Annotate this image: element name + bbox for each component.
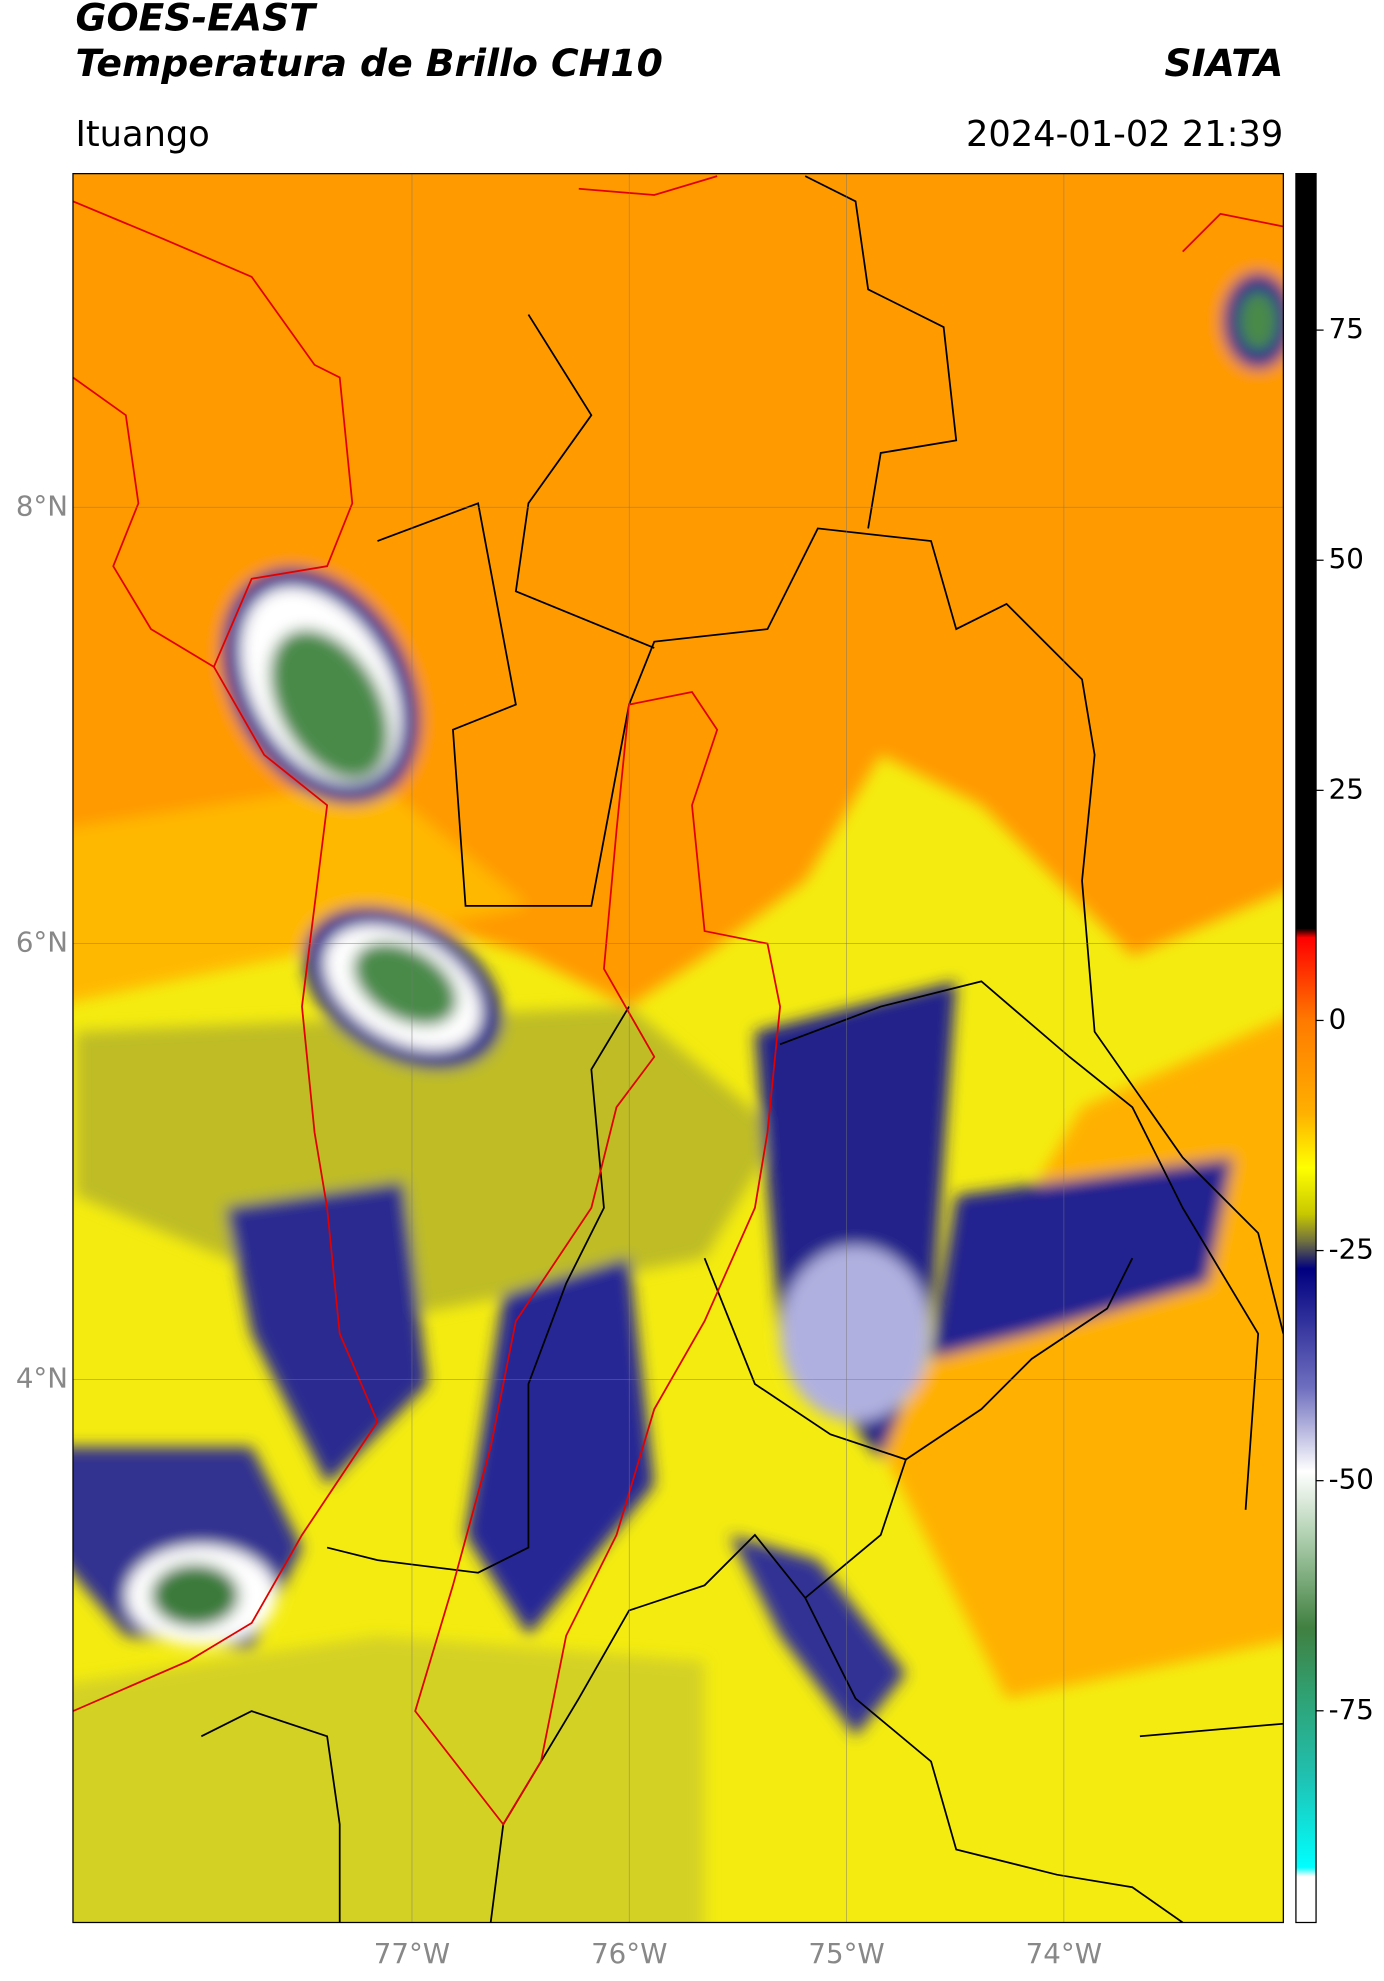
cloud-region [269, 629, 390, 780]
border-line [1139, 1722, 1284, 1738]
location: Ituango [75, 114, 209, 155]
border-line [703, 1257, 1134, 1461]
region-line [414, 691, 781, 1826]
map-axes: 77°W 76°W 75°W 74°W 8°N 6°N 4°N [16, 489, 1102, 1970]
cloud-region [150, 1563, 240, 1627]
colorbar [1295, 172, 1317, 1924]
lon-tick-label: 74°W [1026, 1937, 1102, 1970]
colorbar-tick-label: -25 [1329, 1233, 1374, 1266]
grid [72, 173, 1284, 1923]
cloud-region [729, 1534, 906, 1737]
product-title: Temperatura de Brillo CH10 [75, 41, 662, 85]
source-title: SIATA [1165, 41, 1284, 85]
lat-tick-label: 6°N [16, 925, 68, 958]
border-line [326, 1006, 630, 1574]
colorbar-tick-label: 0 [1329, 1002, 1347, 1035]
cloud-region [931, 1157, 1234, 1359]
region-line [72, 376, 215, 668]
lon-tick-label: 77°W [374, 1937, 450, 1970]
warm-region [72, 780, 529, 1002]
cloud-region [353, 942, 458, 1026]
regional-borders [72, 175, 1284, 1826]
colorbar-tick-label: -75 [1329, 1693, 1374, 1726]
lat-tick-label: 8°N [16, 489, 68, 522]
lon-tick-label: 76°W [591, 1937, 667, 1970]
cloud-region [226, 1182, 428, 1485]
cloud-field [72, 173, 1284, 1923]
border-line [804, 175, 958, 529]
colorbar-tick-label: 25 [1329, 772, 1364, 805]
border-line [779, 980, 1260, 1510]
lat-tick-label: 4°N [16, 1362, 68, 1395]
cloud-region [780, 1245, 932, 1422]
border-line [200, 1710, 341, 1923]
colorbar-axis: 75 50 25 0 -25 -50 -75 [1316, 312, 1374, 1726]
colorbar-tick-label: -50 [1329, 1463, 1374, 1496]
map-field [72, 173, 1284, 1923]
border-line [377, 502, 1284, 1334]
lon-tick-label: 75°W [808, 1937, 884, 1970]
satellite-title: GOES-EAST [75, 0, 318, 40]
region-line [578, 175, 1284, 253]
cloud-region [1238, 290, 1279, 352]
datetime: 2024-01-02 21:39 [966, 114, 1283, 155]
cloud-region [72, 1635, 705, 1923]
border-line [514, 314, 655, 649]
border-line [804, 1597, 1184, 1923]
region-line [72, 200, 379, 1712]
colorbar-tick-label: 50 [1329, 542, 1364, 575]
map-frame [72, 172, 1284, 1924]
colorbar-tick-label: 75 [1329, 312, 1364, 345]
